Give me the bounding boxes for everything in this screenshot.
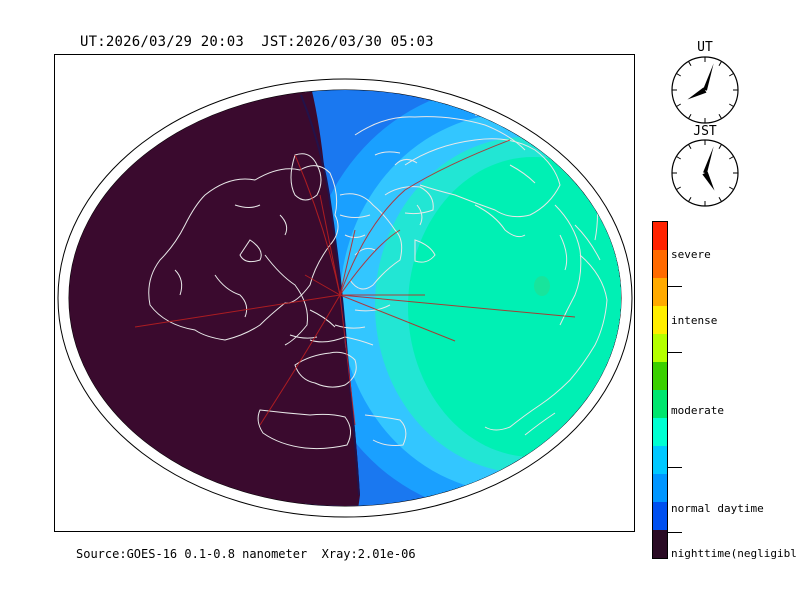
- clock-tick: [718, 144, 722, 150]
- clock-tick: [718, 61, 722, 67]
- legend-normal-daytime: normal daytime: [671, 502, 764, 515]
- clock-hour-hand: [702, 171, 715, 191]
- clock-minute-hand: [703, 146, 714, 174]
- ut-datetime: UT:2026/03/29 20:03: [80, 34, 244, 50]
- source-info: Source:GOES-16 0.1-0.8 nanometer Xray:2.…: [76, 547, 416, 561]
- clock-tick: [728, 73, 734, 77]
- clock-tick: [676, 186, 682, 190]
- ut-clock-icon: [671, 56, 739, 124]
- legend-nighttime: nighttime(negligible): [671, 547, 796, 560]
- clock-tick: [728, 156, 734, 160]
- clock-tick: [728, 186, 734, 190]
- clock-tick: [676, 156, 682, 160]
- clock-tick: [688, 113, 692, 119]
- colorbar-tick: [668, 532, 682, 533]
- night-region: [69, 90, 360, 506]
- colorbar-tick: [668, 352, 682, 353]
- colorbar-tick: [668, 467, 682, 468]
- clock-tick: [676, 103, 682, 107]
- legend-intense: intense: [671, 314, 718, 327]
- clock-tick: [688, 144, 692, 150]
- propagation-paths: [134, 139, 576, 426]
- day-region-5: [408, 157, 621, 457]
- globe-outline-outer: [57, 78, 633, 518]
- colorbar-tick: [668, 286, 682, 287]
- map-frame: [54, 54, 635, 532]
- legend-severe: severe: [671, 248, 711, 261]
- clock-tick: [688, 196, 692, 202]
- clock-tick: [688, 61, 692, 67]
- jst-clock-label: JST: [693, 124, 717, 139]
- clock-tick: [728, 103, 734, 107]
- clock-minute-hand: [703, 63, 714, 91]
- ut-clock-label: UT: [697, 40, 713, 55]
- world-map: [57, 78, 633, 518]
- jst-clock-icon: [671, 139, 739, 207]
- clock-hour-hand: [687, 87, 707, 100]
- jst-datetime: JST:2026/03/30 05:03: [261, 34, 434, 50]
- subsolar-spot: [534, 276, 550, 296]
- clock-tick: [718, 113, 722, 119]
- clock-tick: [676, 73, 682, 77]
- intensity-colorbar: [652, 221, 668, 559]
- legend-moderate: moderate: [671, 404, 724, 417]
- clock-tick: [718, 196, 722, 202]
- datetime-header: UT:2026/03/29 20:03 JST:2026/03/30 05:03: [80, 34, 434, 50]
